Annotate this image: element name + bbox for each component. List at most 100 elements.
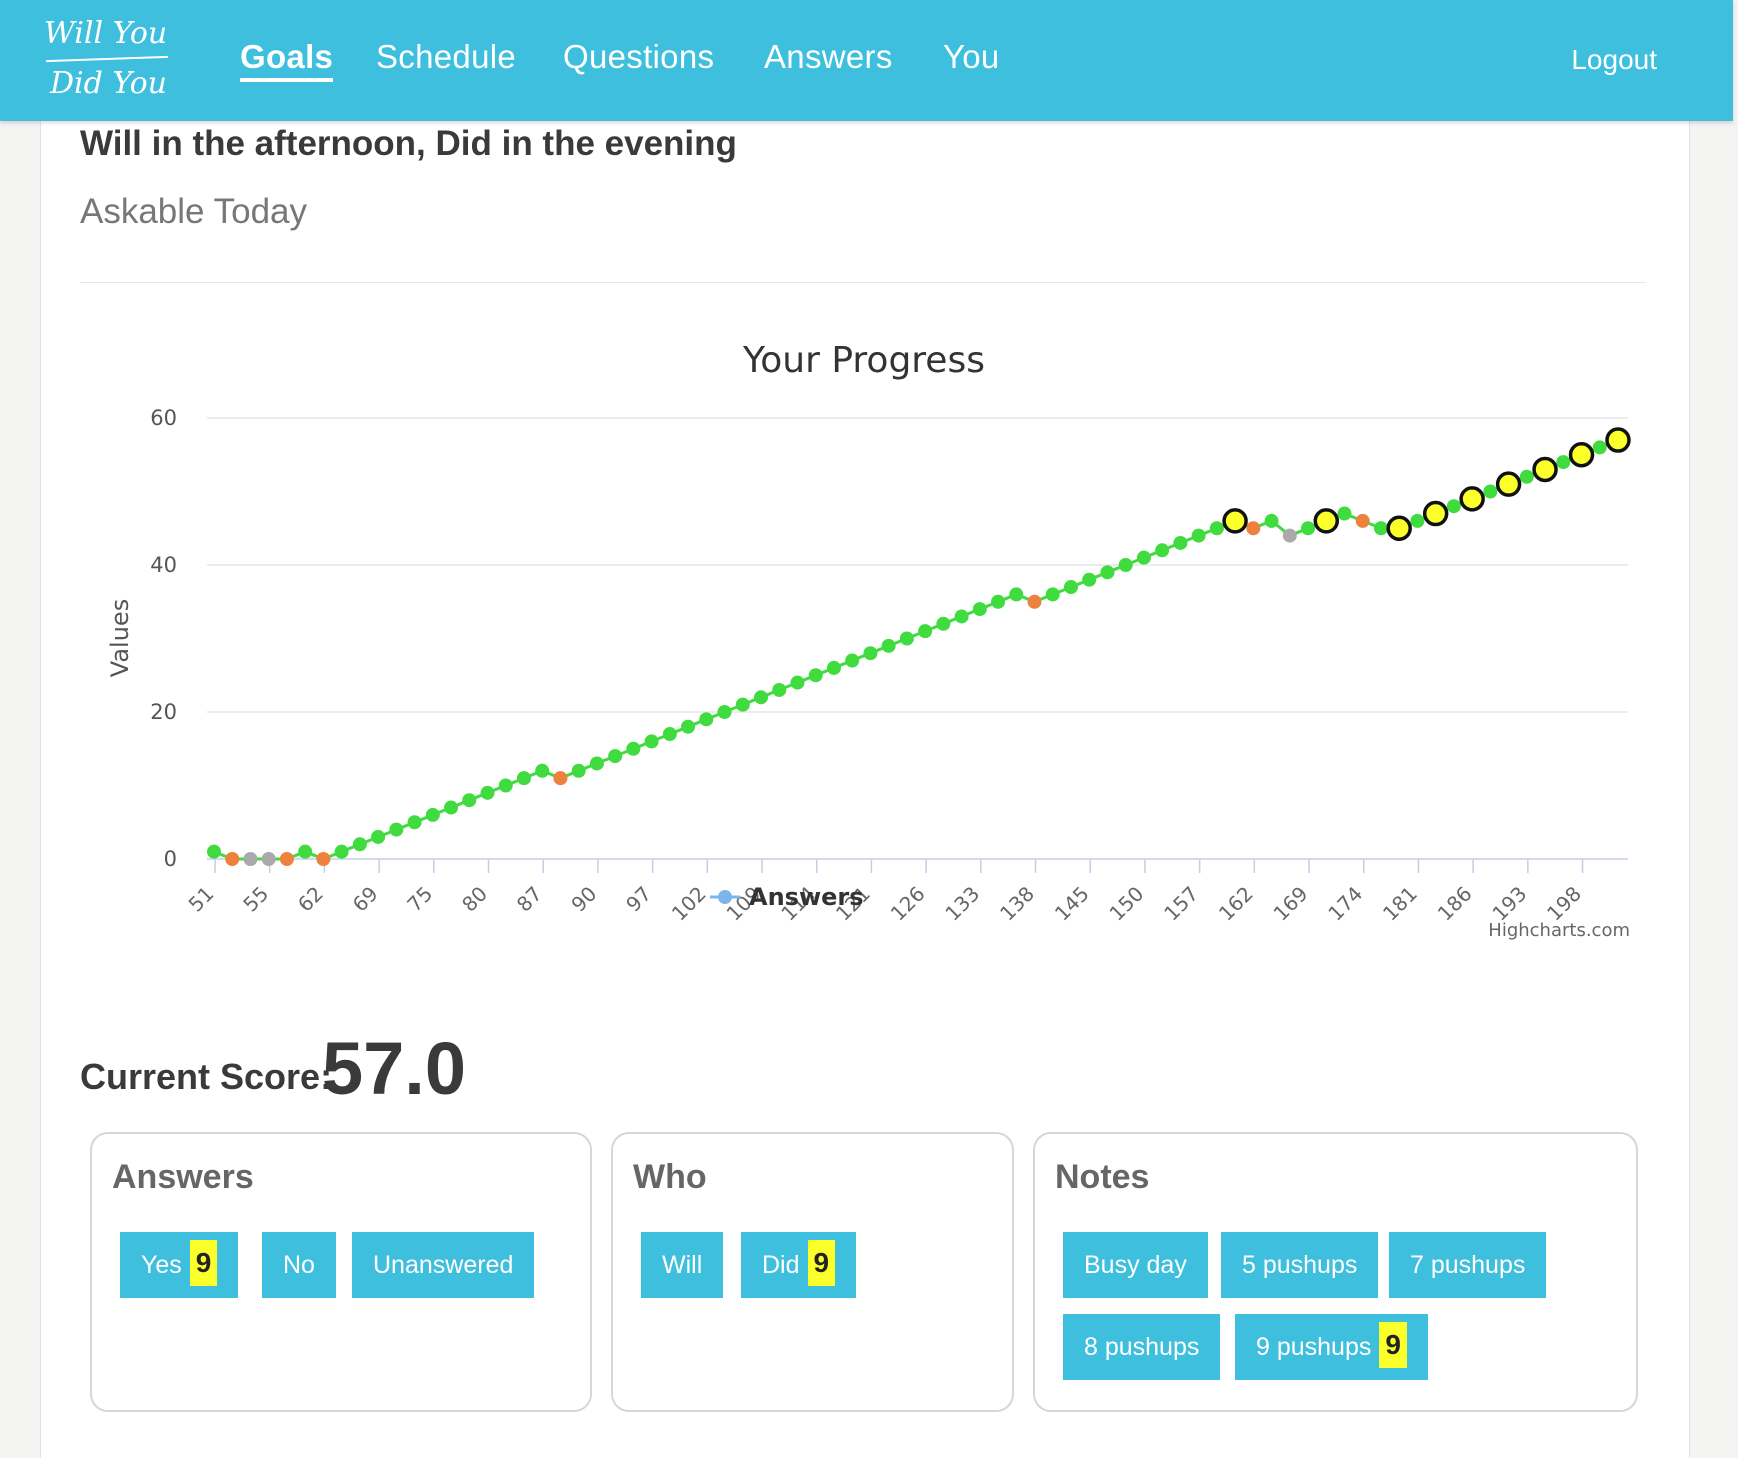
x-tick-label: 62 xyxy=(293,882,328,917)
data-point-yes xyxy=(662,727,677,742)
data-point-yes xyxy=(754,690,769,705)
x-tick-label: 90 xyxy=(566,882,601,917)
data-point-yes xyxy=(444,800,459,815)
data-point-yes xyxy=(571,763,586,778)
data-point-yes xyxy=(1136,550,1151,565)
y-tick-label: 60 xyxy=(150,406,177,430)
answers-panel: Answers Yes 9 No Unanswered xyxy=(90,1132,592,1412)
data-point-yes xyxy=(1100,565,1115,580)
tag-label: 5 pushups xyxy=(1242,1251,1358,1279)
data-point-yes xyxy=(1009,587,1024,602)
data-point-yes xyxy=(972,602,987,617)
notes-panel: Notes Busy day 5 pushups 7 pushups 8 pus… xyxy=(1033,1132,1638,1412)
x-tick-label: 174 xyxy=(1323,882,1367,926)
tag-5-pushups[interactable]: 5 pushups xyxy=(1221,1232,1379,1298)
data-point-unanswered xyxy=(261,852,276,866)
data-point-yes xyxy=(207,844,221,859)
data-point-yes xyxy=(1155,543,1170,558)
data-point-yes xyxy=(1446,499,1461,514)
tag-will[interactable]: Will xyxy=(641,1232,724,1298)
data-point-yes xyxy=(1410,513,1425,528)
data-point-yes xyxy=(462,793,477,808)
current-score-label: Current Score: xyxy=(80,1056,333,1097)
data-point-yes xyxy=(1519,469,1534,484)
tag-9-pushups[interactable]: 9 pushups 9 xyxy=(1235,1314,1428,1380)
data-point-yes xyxy=(1209,521,1224,536)
data-point-no xyxy=(1355,513,1370,528)
data-point-highlight xyxy=(1568,442,1595,468)
tag-count-badge: 9 xyxy=(807,1240,836,1287)
data-point-yes xyxy=(608,749,623,764)
data-point-yes xyxy=(790,675,805,690)
chart-credit: Highcharts.com xyxy=(1488,920,1630,941)
x-tick-label: 198 xyxy=(1542,882,1586,926)
data-point-yes xyxy=(298,844,313,859)
who-panel: Who Will Did 9 xyxy=(611,1132,1014,1412)
tag-label: Unanswered xyxy=(373,1251,514,1279)
data-point-no xyxy=(1027,594,1042,609)
data-point-yes xyxy=(1063,580,1078,595)
x-tick-label: 51 xyxy=(184,882,219,917)
data-point-no xyxy=(553,771,568,786)
notes-panel-title: Notes xyxy=(1055,1158,1150,1196)
data-point-yes xyxy=(936,616,951,631)
answers-panel-title: Answers xyxy=(112,1158,254,1196)
data-point-yes xyxy=(589,756,604,771)
x-tick-label: 138 xyxy=(995,882,1039,926)
x-tick-label: 55 xyxy=(238,882,273,917)
navbar: Will You Did You Goals Schedule Question… xyxy=(0,0,1733,121)
data-point-no xyxy=(279,852,294,866)
nav-questions[interactable]: Questions xyxy=(563,38,715,75)
y-axis-label: Values xyxy=(106,599,134,677)
tag-unanswered[interactable]: Unanswered xyxy=(352,1232,535,1298)
askable-today-label: Askable Today xyxy=(80,192,308,231)
data-point-yes xyxy=(826,660,841,675)
data-point-yes xyxy=(1173,535,1188,550)
nav-answers[interactable]: Answers xyxy=(764,38,893,75)
x-tick-label: 181 xyxy=(1378,882,1422,926)
data-point-yes xyxy=(480,785,495,800)
data-point-yes xyxy=(644,734,659,749)
tag-no[interactable]: No xyxy=(262,1232,336,1298)
data-point-yes xyxy=(1118,558,1133,572)
data-point-yes xyxy=(881,638,896,653)
data-point-highlight xyxy=(1532,456,1558,483)
tag-busy-day[interactable]: Busy day xyxy=(1063,1232,1208,1298)
data-point-highlight xyxy=(1422,500,1449,527)
data-point-yes xyxy=(407,815,422,830)
x-tick-label: 102 xyxy=(667,882,711,926)
data-point-unanswered xyxy=(1282,528,1297,543)
who-panel-title: Who xyxy=(633,1158,707,1196)
chart-title: Your Progress xyxy=(742,340,985,381)
x-tick-label: 193 xyxy=(1487,882,1531,926)
nav-schedule[interactable]: Schedule xyxy=(376,38,517,75)
series-line-answers xyxy=(213,438,1619,861)
tag-label: 9 pushups xyxy=(1256,1333,1372,1361)
y-tick-label: 0 xyxy=(164,847,177,871)
data-point-yes xyxy=(991,594,1006,609)
tag-yes[interactable]: Yes 9 xyxy=(120,1232,239,1298)
data-point-yes xyxy=(1301,521,1316,536)
logo-line1: Will You xyxy=(44,16,168,51)
data-point-highlight xyxy=(1459,486,1485,512)
tag-8-pushups[interactable]: 8 pushups xyxy=(1063,1314,1221,1380)
x-tick-label: 133 xyxy=(940,882,984,926)
x-tick-label: 162 xyxy=(1214,882,1258,926)
data-point-yes xyxy=(845,653,860,668)
tag-7-pushups[interactable]: 7 pushups xyxy=(1389,1232,1547,1298)
data-point-yes xyxy=(899,631,914,646)
data-point-unanswered xyxy=(243,852,258,866)
x-tick-label: 126 xyxy=(886,882,930,926)
current-score-value: 57.0 xyxy=(322,1027,467,1110)
data-point-yes xyxy=(1337,506,1352,521)
tag-count-badge: 9 xyxy=(1379,1322,1407,1369)
data-point-highlight xyxy=(1386,515,1412,541)
data-point-yes xyxy=(1191,528,1206,543)
tag-did[interactable]: Did 9 xyxy=(741,1232,857,1298)
nav-you[interactable]: You xyxy=(943,38,1000,75)
data-point-yes xyxy=(389,822,404,837)
data-point-yes xyxy=(1483,484,1498,499)
app-logo[interactable]: Will You Did You xyxy=(44,12,172,108)
nav-goals[interactable]: Goals xyxy=(240,38,334,82)
logout-link[interactable]: Logout xyxy=(1571,44,1657,75)
